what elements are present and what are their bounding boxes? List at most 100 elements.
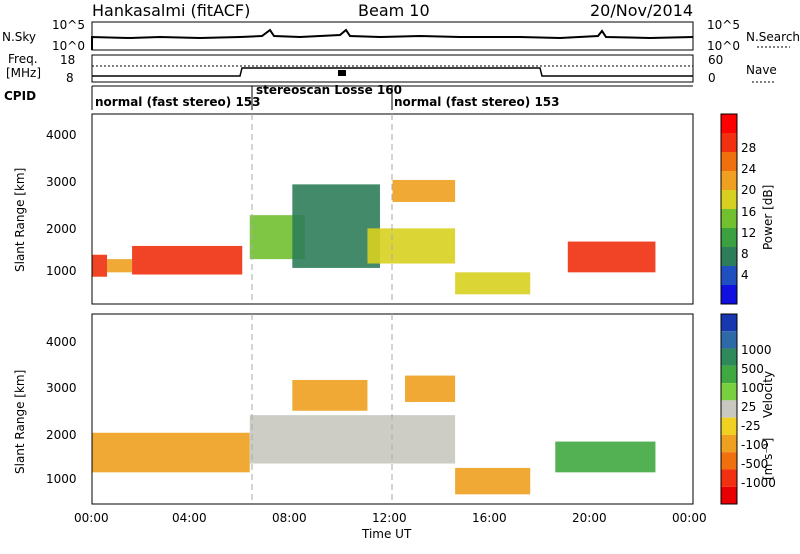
station-title: Hankasalmi (fitACF): [92, 1, 250, 20]
power-band-1: [107, 259, 133, 273]
vel-cbar-tick-25: 25: [741, 400, 756, 414]
vel-cbar-tick-100: 100: [741, 381, 764, 395]
power-ytick-4000: 4000: [46, 128, 77, 142]
freq-label: Freq.: [8, 52, 38, 66]
vel-cbar-tick-m1000: -1000: [741, 476, 776, 490]
power-colorbar: [720, 113, 738, 305]
freq-tick-high: 18: [60, 53, 75, 67]
velocity-cbar-cell-1: [721, 331, 737, 349]
velocity-cbar-cell-6: [721, 417, 737, 435]
velocity-colorbar-unit: [m s⁻¹]: [761, 438, 775, 480]
cpid-label: CPID: [4, 89, 36, 103]
velocity-panel: 4000 3000 2000 1000 Slant Range [km] Vel…: [13, 313, 776, 505]
vel-cbar-tick-m25: -25: [741, 419, 761, 433]
xtick-4: 16:00: [472, 511, 507, 525]
freq-trace: [92, 67, 693, 77]
nave-label: Nave: [746, 63, 777, 77]
power-cbar-cell-2: [721, 247, 737, 266]
power-cbar-tick-8: 8: [741, 247, 749, 261]
power-cbar-tick-28: 28: [741, 141, 756, 155]
power-band-2: [132, 245, 243, 275]
power-ytick-1000: 1000: [46, 264, 77, 278]
power-cbar-tick-12: 12: [741, 226, 756, 240]
power-cbar-cell-9: [721, 114, 737, 133]
power-cbar-cell-0: [721, 285, 737, 304]
x-axis: 00:00 04:00 08:00 12:00 16:00 20:00 00:0…: [74, 511, 707, 541]
velocity-band-1: [249, 415, 456, 464]
nsky-tick-high: 10^5: [52, 18, 85, 32]
power-panel: 4000 3000 2000 1000 Slant Range [km] Pow…: [13, 113, 775, 305]
noise-panel: N.Sky N.Search 10^5 10^0 10^5 10^0: [2, 18, 800, 53]
power-band-6: [392, 179, 456, 202]
velocity-cbar-cell-5: [721, 400, 737, 418]
freq-panel: Freq. [MHz] Nave 18 8 60 0: [6, 52, 777, 85]
velocity-colorbar: [720, 313, 738, 505]
freq-unit-label: [MHz]: [6, 66, 41, 80]
power-ytick-2000: 2000: [46, 222, 77, 236]
power-cbar-tick-20: 20: [741, 183, 756, 197]
power-cbar-cell-3: [721, 228, 737, 247]
vel-ytick-2000: 2000: [46, 428, 77, 442]
vel-ytick-3000: 3000: [46, 381, 77, 395]
beam-title: Beam 10: [358, 1, 430, 20]
velocity-cbar-cell-8: [721, 452, 737, 470]
power-ytick-3000: 3000: [46, 175, 77, 189]
power-cbar-frame: [720, 113, 738, 305]
velocity-band-2: [292, 379, 368, 411]
nsky-label: N.Sky: [2, 30, 36, 44]
velocity-cbar-cell-2: [721, 348, 737, 366]
velocity-band-4: [455, 467, 531, 495]
velocity-band-0: [92, 432, 250, 473]
velocity-colorbar-label: Velocity: [761, 371, 775, 418]
nsky-tick-low: 10^0: [52, 39, 85, 53]
power-band-5: [367, 228, 456, 264]
power-cbar-cell-4: [721, 209, 737, 228]
velocity-band-5: [555, 441, 656, 473]
nsearch-tick-high: 10^5: [707, 18, 740, 32]
velocity-data-layer: [92, 375, 656, 495]
vel-ytick-1000: 1000: [46, 472, 77, 486]
xtick-5: 20:00: [572, 511, 607, 525]
xtick-1: 04:00: [172, 511, 207, 525]
freq-tick-low: 8: [66, 71, 74, 85]
power-cbar-cell-6: [721, 171, 737, 190]
velocity-cbar-cell-9: [721, 469, 737, 487]
velocity-ylabel: Slant Range [km]: [13, 370, 27, 474]
vel-cbar-tick-m500: -500: [741, 457, 768, 471]
power-colorbar-label: Power [dB]: [761, 185, 775, 250]
velocity-band-3: [405, 375, 456, 402]
velocity-cbar-cell-4: [721, 383, 737, 401]
power-cbar-tick-4: 4: [741, 268, 749, 282]
cpid-strip: CPID normal (fast stereo) 153 stereoscan…: [4, 83, 693, 110]
velocity-cbar-cell-7: [721, 434, 737, 453]
xtick-3: 12:00: [372, 511, 407, 525]
power-cbar-cell-8: [721, 133, 737, 152]
freq-panel-frame: [91, 54, 694, 83]
vel-cbar-tick-m100: -100: [741, 438, 768, 452]
power-band-4: [292, 184, 380, 268]
date-title: 20/Nov/2014: [590, 1, 693, 20]
vel-cbar-tick-1000: 1000: [741, 343, 772, 357]
xtick-0: 00:00: [74, 511, 109, 525]
power-cbar-cell-1: [721, 266, 737, 285]
power-cbar-tick-16: 16: [741, 205, 756, 219]
xtick-6: 00:00: [672, 511, 707, 525]
nave-tick-low: 0: [708, 71, 716, 85]
power-ylabel: Slant Range [km]: [13, 168, 27, 272]
power-data-layer: [92, 179, 656, 295]
velocity-cbar-cell-3: [721, 365, 737, 384]
freq-burst: [338, 70, 346, 76]
velocity-cbar-frame: [720, 313, 738, 505]
velocity-cbar-cell-10: [721, 486, 737, 504]
vel-cbar-tick-500: 500: [741, 362, 764, 376]
power-band-0: [92, 254, 108, 277]
cpid-segment-2: stereoscan Losse 160: [256, 83, 402, 97]
power-cbar-cell-7: [721, 152, 737, 171]
xtick-2: 08:00: [272, 511, 307, 525]
nsearch-tick-low: 10^0: [707, 39, 740, 53]
velocity-cbar-cell-0: [721, 314, 737, 332]
nsky-trace: [91, 28, 694, 50]
nave-tick-high: 60: [708, 53, 723, 67]
power-cbar-cell-5: [721, 190, 737, 209]
